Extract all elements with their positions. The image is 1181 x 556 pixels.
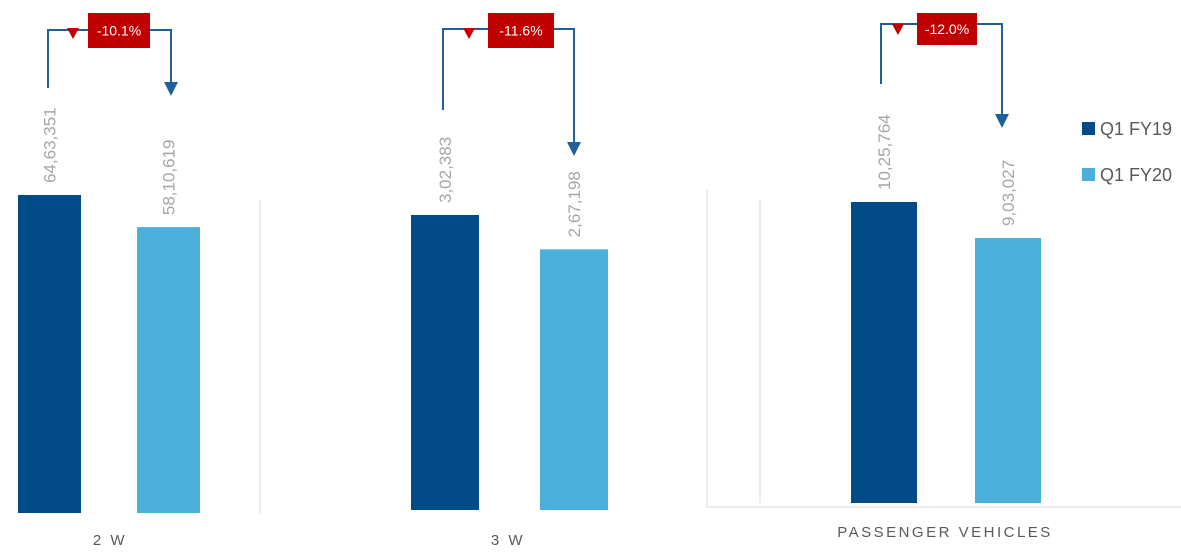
bar-value-label: 9,03,027 (999, 160, 1018, 226)
category-label: PASSENGER VEHICLES (837, 524, 1053, 541)
legend-swatch-q1-fy20 (1082, 168, 1095, 181)
category-label: 3 W (491, 532, 525, 549)
down-triangle-icon (463, 28, 475, 39)
bar-q1-fy19 (411, 215, 479, 510)
change-badge (917, 13, 977, 45)
change-badge-label: -11.6% (499, 23, 542, 39)
change-badge (488, 13, 554, 48)
bar-q1-fy20 (540, 249, 608, 510)
bar-q1-fy20 (137, 227, 200, 513)
bar-value-label: 3,02,383 (436, 137, 455, 203)
category-label: 2 W (93, 532, 127, 549)
change-badge-label: -12.0% (925, 21, 969, 37)
legend-label-q1-fy20: Q1 FY20 (1100, 165, 1172, 185)
bar-q1-fy19 (18, 195, 81, 513)
bar-value-label: 10,25,764 (875, 114, 894, 190)
change-arrow-head-icon (567, 142, 581, 156)
change-badge-label: -10.1% (97, 23, 141, 39)
bar-q1-fy19 (851, 202, 917, 503)
legend-label-q1-fy19: Q1 FY19 (1100, 119, 1172, 139)
change-badge (88, 13, 150, 48)
change-arrow-head-icon (164, 82, 178, 96)
down-triangle-icon (67, 28, 79, 39)
down-triangle-icon (892, 24, 904, 35)
change-arrow-head-icon (995, 114, 1009, 128)
legend-swatch-q1-fy19 (1082, 122, 1095, 135)
bar-value-label: 2,67,198 (565, 171, 584, 237)
bar-value-label: 58,10,619 (160, 139, 179, 215)
bar-q1-fy20 (975, 238, 1041, 503)
bar-value-label: 64,63,351 (41, 107, 60, 183)
